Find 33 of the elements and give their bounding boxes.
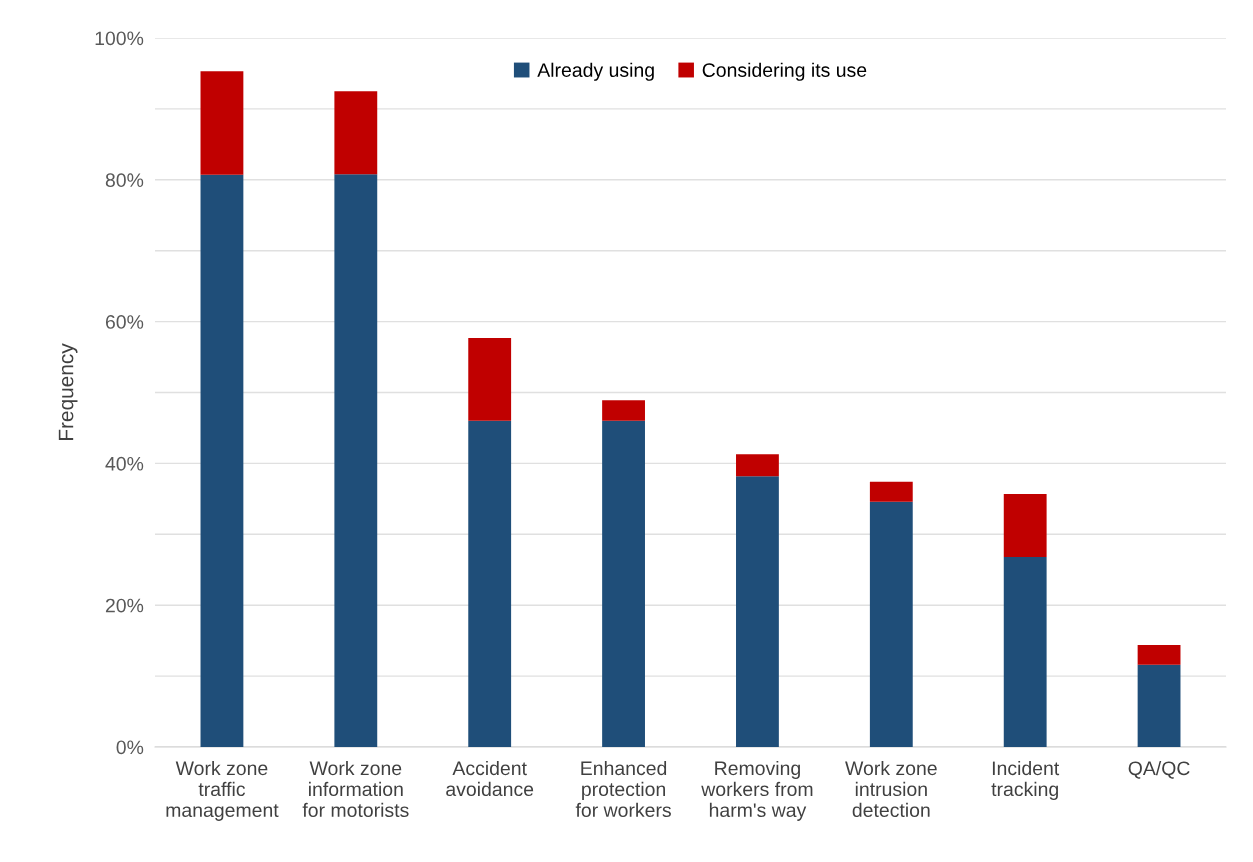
- y-tick-label: 100%: [95, 31, 144, 46]
- y-tick-label: 0%: [116, 740, 144, 755]
- y-axis-title: Frequency: [58, 343, 78, 440]
- y-tick-label: 20%: [105, 598, 144, 613]
- x-tick-label: Work zone intrusion detection: [845, 760, 937, 818]
- bar: [1137, 644, 1181, 665]
- x-tick-label: Work zone traffic management: [166, 760, 279, 821]
- x-tick-label: Incident tracking: [991, 760, 1060, 800]
- bar: [736, 476, 779, 747]
- bar: [869, 481, 913, 502]
- y-tick-label: 40%: [105, 456, 144, 471]
- y-tick-label: 60%: [105, 315, 144, 329]
- y-tick-label: 80%: [105, 173, 144, 188]
- x-tick-label: QA/QC: [1128, 760, 1190, 779]
- bar: [869, 501, 913, 747]
- x-tick-label: Enhanced protection for workers: [575, 760, 671, 818]
- bar: [334, 91, 378, 175]
- bar: [736, 454, 779, 477]
- x-tick-label: Accident avoidance: [446, 760, 534, 797]
- bar: [602, 420, 645, 747]
- bar: [468, 337, 512, 421]
- bar: [468, 420, 512, 747]
- legend-label: Already using: [537, 62, 654, 81]
- legend-label: Considering its use: [702, 62, 867, 81]
- bar: [200, 71, 244, 175]
- bar: [334, 174, 378, 747]
- bar: [1003, 556, 1047, 747]
- bar: [200, 174, 244, 747]
- bar: [1003, 493, 1047, 557]
- x-tick-label: Removing workers from harm's way: [701, 760, 813, 821]
- x-tick-label: Work zone information for motorists: [302, 760, 409, 818]
- bar: [602, 400, 645, 421]
- bar: [1137, 664, 1181, 747]
